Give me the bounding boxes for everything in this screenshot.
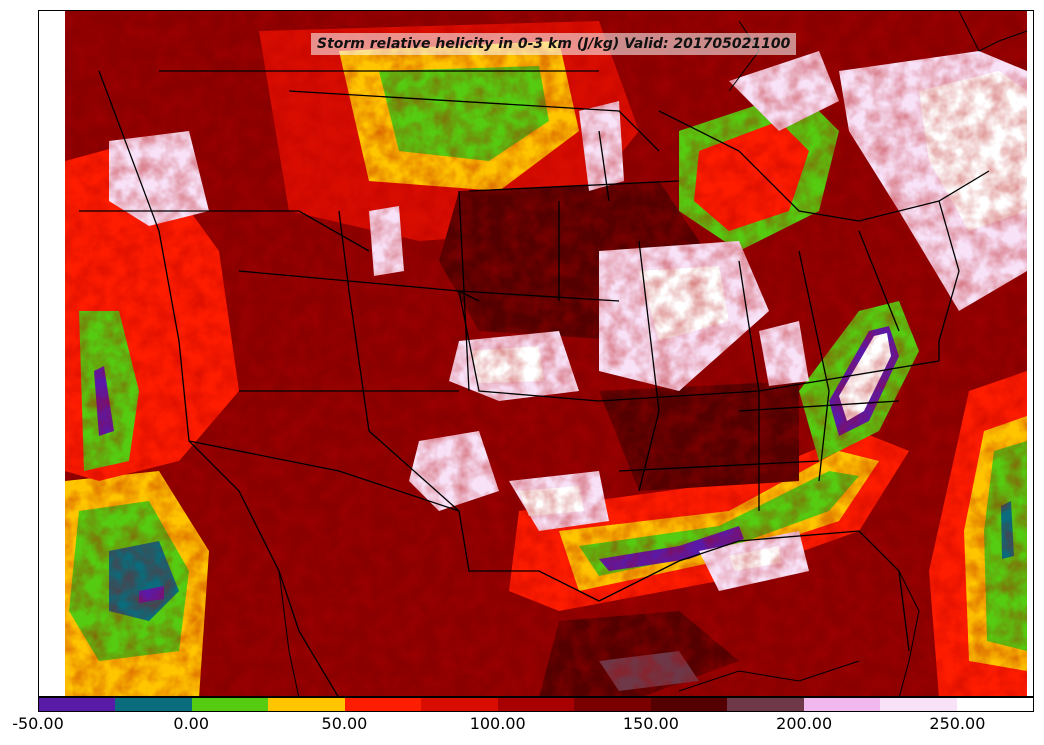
colorbar-segment — [268, 698, 345, 711]
colorbar-segment — [574, 698, 651, 711]
colorbar — [38, 697, 1034, 712]
colorbar-tick-label: 50.00 — [321, 714, 368, 733]
colorbar-segment — [880, 698, 957, 711]
map-title: Storm relative helicity in 0-3 km (J/kg)… — [311, 33, 797, 55]
colorbar-segment — [115, 698, 192, 711]
map-image — [39, 11, 1033, 696]
colorbar-segment — [956, 698, 1034, 711]
colorbar-segment — [344, 698, 422, 711]
colorbar-tick-label: 150.00 — [622, 714, 679, 733]
colorbar-segment — [650, 698, 728, 711]
colorbar-tick-label: 250.00 — [929, 714, 986, 733]
colorbar-segment — [727, 698, 804, 711]
colorbar-tick-label: 0.00 — [173, 714, 210, 733]
colorbar-segment — [39, 698, 116, 711]
helicity-map: Storm relative helicity in 0-3 km (J/kg)… — [38, 10, 1034, 697]
map-borders — [79, 70, 990, 696]
colorbar-tick-label: 200.00 — [776, 714, 833, 733]
colorbar-segment — [803, 698, 881, 711]
colorbar-tick-label: 100.00 — [469, 714, 526, 733]
colorbar-ticks: -50.00 0.00 50.00 100.00 150.00 200.00 250.00 — [0, 712, 1044, 742]
colorbar-tick-label: -50.00 — [12, 714, 64, 733]
colorbar-segment — [191, 698, 269, 711]
colorbar-segment — [497, 698, 575, 711]
colorbar-segment — [421, 698, 498, 711]
